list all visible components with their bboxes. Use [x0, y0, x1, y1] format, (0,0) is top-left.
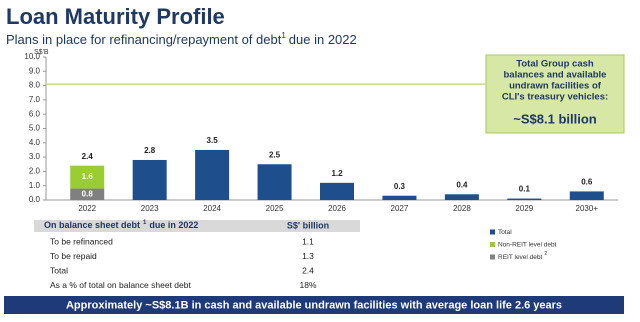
legend-entry: Non-REIT level debt: [498, 241, 557, 248]
callout-box: [485, 54, 625, 134]
value-label: 2.5: [269, 150, 281, 159]
value-label: 2.8: [144, 146, 156, 155]
callout-text: Total Group cash: [516, 59, 594, 70]
x-tick-label: 2022: [78, 204, 96, 213]
table-header-text: On balance sheet debt: [44, 220, 140, 230]
table-cell: 2.4: [302, 265, 314, 275]
table-header-unit: S$' billion: [287, 220, 329, 230]
x-tick-label: 2026: [328, 204, 346, 213]
x-tick-label: 2029: [515, 204, 533, 213]
bar: [132, 159, 167, 200]
table-cell: 1.3: [302, 251, 314, 261]
table-cell: To be repaid: [50, 251, 97, 261]
bar: [444, 194, 479, 200]
bar-segment: [70, 165, 105, 189]
y-tick-label: 6.0: [29, 109, 41, 118]
x-tick-label: 2025: [266, 204, 284, 213]
bar: [507, 198, 542, 200]
legend-entry: REIT level debt 2: [498, 251, 547, 260]
footer-banner: [4, 296, 624, 314]
y-tick-label: 2.0: [29, 167, 41, 176]
value-label: 0.4: [456, 180, 468, 189]
subtitle-text: Plans in place for refinancing/repayment…: [6, 32, 282, 47]
x-tick-label: 2028: [453, 204, 471, 213]
footnote-mark: 1: [143, 220, 147, 226]
bar: [257, 164, 292, 200]
segment-label: 0.8: [82, 189, 94, 198]
x-tick-label: 2023: [141, 204, 159, 213]
title: Loan Maturity Profile: [6, 4, 225, 29]
legend-swatch: [490, 254, 495, 260]
x-tick-label: 2024: [203, 204, 221, 213]
bar: [195, 149, 230, 200]
table-cell: 18%: [299, 280, 316, 290]
table-cell: 1.1: [302, 236, 314, 246]
subtitle: Plans in place for refinancing/repayment…: [6, 31, 357, 47]
y-tick-label: 1.0: [29, 181, 41, 190]
table-header-bg: [34, 220, 360, 232]
legend-label: Total: [498, 229, 512, 236]
subtitle-text: due in 2022: [289, 32, 357, 47]
y-tick-label: 4.0: [29, 138, 41, 147]
value-label: 0.1: [519, 185, 531, 194]
callout-text: undrawn facilities of: [509, 81, 602, 92]
footnote-mark: 2: [544, 251, 547, 257]
legend-swatch: [490, 229, 495, 235]
y-tick-label: 5.0: [29, 124, 41, 133]
value-label: 0.6: [581, 178, 593, 187]
value-label: 2.4: [82, 152, 94, 161]
y-axis-label: S$'B: [34, 49, 49, 56]
y-tick-label: 7.0: [29, 95, 41, 104]
table-header-text: due in 2022: [149, 220, 198, 230]
callout-text: CLI's treasury vehicles:: [502, 92, 608, 103]
value-label: 1.2: [331, 169, 343, 178]
table-cell: As a % of total on balance sheet debt: [50, 280, 191, 290]
table-cell: To be refinanced: [50, 236, 113, 246]
legend-entry: Total: [498, 229, 512, 236]
value-label: 0.3: [394, 182, 406, 191]
table-header: On balance sheet debt 1 due in 2022: [44, 220, 198, 231]
y-tick-label: 10.0: [24, 52, 40, 61]
bar-segment: [70, 188, 105, 200]
y-tick-label: 9.0: [29, 66, 41, 75]
bar: [382, 195, 417, 200]
segment-label: 1.6: [82, 172, 94, 181]
bar: [320, 182, 354, 200]
footnote-mark: 1: [281, 31, 286, 40]
footer-banner-text: Approximately ~S$8.1B in cash and availa…: [66, 299, 562, 311]
y-tick-label: 8.0: [29, 81, 41, 90]
legend-label: Non-REIT level debt: [498, 241, 557, 248]
bar: [569, 191, 604, 200]
legend-label: REIT level debt: [498, 254, 543, 261]
x-tick-label: 2030+: [576, 204, 599, 213]
callout-text: balances and available: [504, 70, 607, 81]
y-tick-label: 0.0: [29, 195, 41, 204]
table-cell: Total: [50, 265, 68, 275]
callout-highlight: ~S$8.1 billion: [513, 111, 597, 126]
value-label: 3.5: [207, 136, 219, 145]
x-tick-label: 2027: [391, 204, 409, 213]
y-tick-label: 3.0: [29, 152, 41, 161]
legend-swatch: [490, 242, 495, 247]
